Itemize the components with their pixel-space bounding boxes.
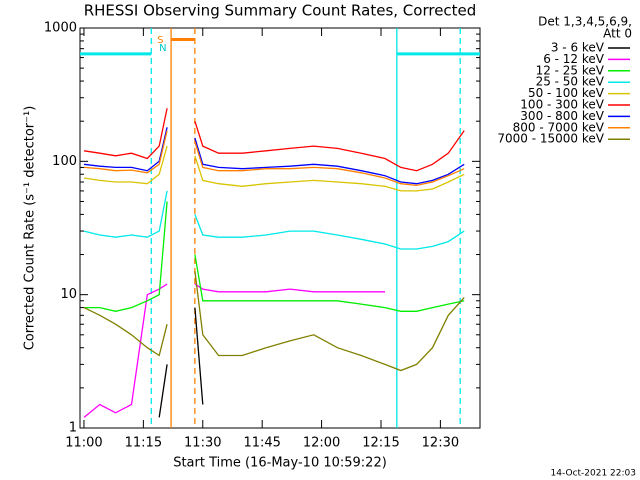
series-line: [83, 145, 465, 192]
legend-title: Att 0: [603, 27, 632, 41]
annotation: N: [159, 43, 166, 54]
legend-title: Det 1,3,4,5,6,9,: [538, 15, 632, 29]
series-line: [84, 201, 465, 312]
legend-label: 300 - 800 keV: [520, 109, 604, 123]
legend-label: 800 - 7000 keV: [513, 120, 605, 134]
legend-label: 7000 - 15000 keV: [497, 132, 604, 146]
series-line: [83, 130, 465, 187]
legend-label: 12 - 25 keV: [536, 63, 605, 77]
annotation: S: [157, 35, 163, 46]
series-line: [83, 108, 465, 172]
x-tick-label: 12:30: [422, 436, 459, 451]
plot-frame: [79, 27, 481, 429]
series-line: [83, 271, 465, 372]
x-axis-label: Start Time (16-May-10 10:59:22): [173, 456, 387, 471]
y-tick-label: 1000: [44, 21, 77, 36]
x-tick-label: 11:15: [125, 436, 162, 451]
y-tick-label: 100: [52, 154, 77, 169]
legend-label: 100 - 300 keV: [520, 98, 604, 112]
x-tick-label: 11:30: [184, 436, 221, 451]
x-tick-label: 11:00: [65, 436, 102, 451]
series-line: [83, 127, 465, 185]
chart-title: RHESSI Observing Summary Count Rates, Co…: [84, 2, 477, 20]
legend-label: 3 - 6 keV: [551, 41, 605, 55]
y-tick-label: 1: [69, 421, 77, 436]
x-tick-label: 11:45: [243, 436, 280, 451]
footer: 14-Oct-2021 22:03: [551, 469, 636, 479]
y-tick-label: 10: [60, 287, 77, 302]
legend-label: 50 - 100 keV: [528, 86, 605, 100]
x-tick-label: 12:00: [303, 436, 340, 451]
series-line: [83, 190, 465, 250]
legend-label: 25 - 50 keV: [536, 75, 605, 89]
x-tick-label: 12:15: [362, 436, 399, 451]
y-axis-label: Corrected Count Rate (s⁻¹ detector⁻¹): [23, 106, 38, 351]
legend-label: 6 - 12 keV: [543, 52, 605, 66]
